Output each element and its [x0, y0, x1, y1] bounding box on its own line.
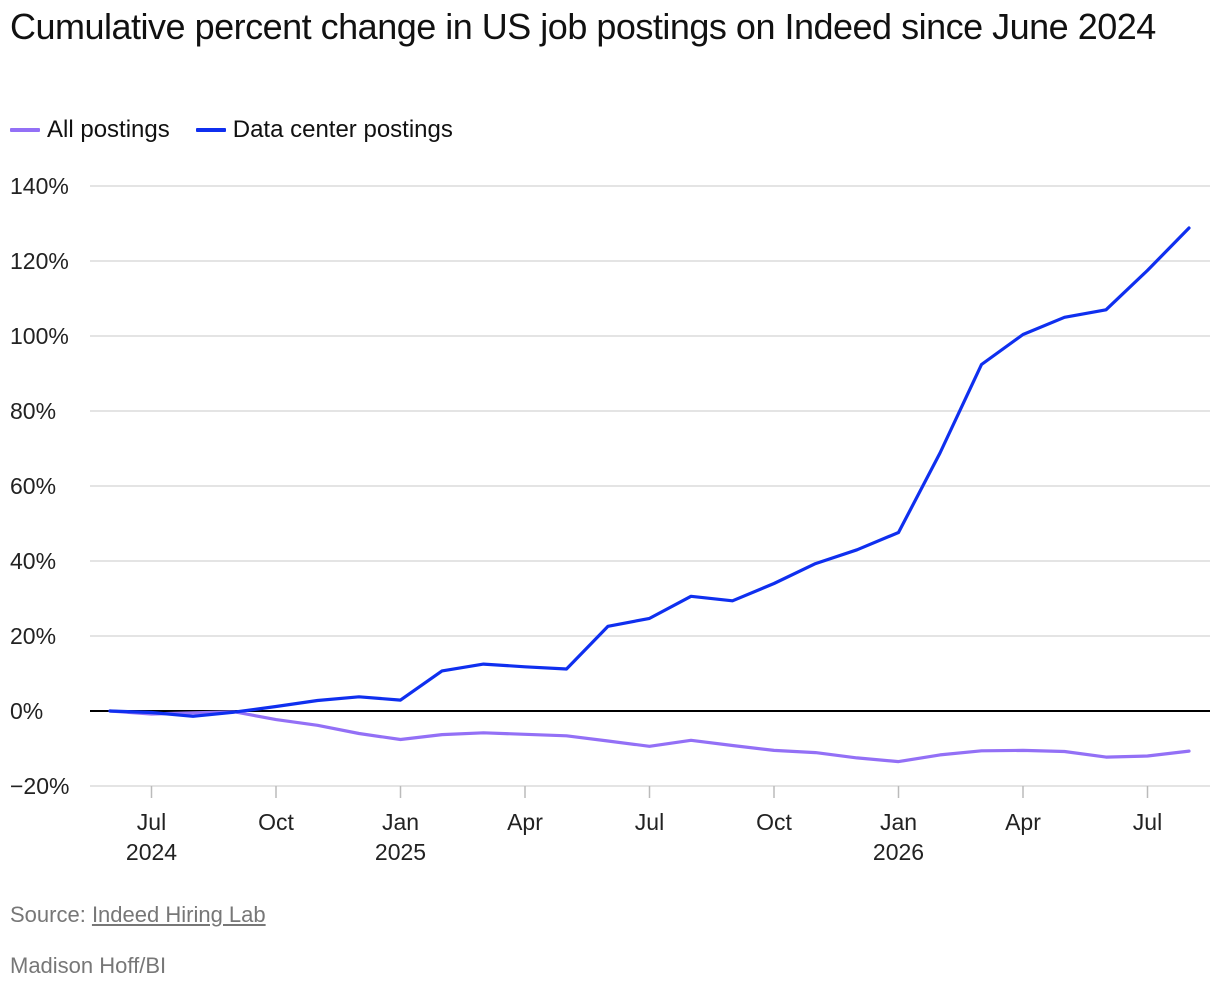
- legend-swatch-data-center-postings: [195, 128, 226, 132]
- legend-item-data-center-postings: Data center postings: [195, 116, 453, 144]
- x-tick-label-month: Jan: [880, 809, 917, 835]
- series-line-all-postings: [108, 709, 1191, 764]
- y-axis-ticks: 140% 120% 100% 80% 60% 40% 20% 0% −20%: [10, 173, 69, 799]
- series-lines: [108, 226, 1191, 764]
- legend-label-all-postings: All postings: [47, 116, 170, 143]
- line-chart: 140% 120% 100% 80% 60% 40% 20% 0% −20% Jul 2024 Oc…: [10, 173, 1210, 865]
- y-tick-label: 40%: [10, 548, 56, 574]
- legend: All postings Data center postings: [10, 116, 479, 144]
- grid: [90, 185, 1210, 787]
- chart-title: Cumulative percent change in US job post…: [10, 6, 1156, 47]
- series-line-data-center-postings: [108, 226, 1191, 718]
- y-tick-label: 80%: [10, 398, 56, 424]
- x-tick-label-month: Apr: [507, 809, 543, 835]
- x-tick-label-month: Apr: [1005, 809, 1041, 835]
- y-tick-label: 20%: [10, 623, 56, 649]
- x-tick-label-year: 2025: [375, 839, 426, 865]
- x-tick-label-month: Oct: [258, 809, 294, 835]
- x-tick-label-month: Oct: [756, 809, 792, 835]
- source-prefix: Source:: [10, 902, 92, 927]
- legend-item-all-postings: All postings: [10, 116, 170, 144]
- x-tick-label-year: 2024: [126, 839, 177, 865]
- y-tick-label: 120%: [10, 248, 69, 274]
- credit-line: Madison Hoff/BI: [10, 953, 167, 978]
- source-link[interactable]: Indeed Hiring Lab: [91, 902, 266, 927]
- x-axis-ticks: Jul 2024 Oct Jan 2025 Apr Jul Oct Jan 2026 Apr Jul: [126, 786, 1162, 865]
- y-tick-label: 0%: [10, 698, 43, 724]
- x-tick-label-year: 2026: [873, 839, 924, 865]
- y-tick-label: 60%: [10, 473, 56, 499]
- y-tick-label: 100%: [10, 323, 69, 349]
- source-note: Source: Indeed Hiring Lab: [10, 902, 266, 928]
- x-tick-label-month: Jan: [382, 809, 419, 835]
- y-tick-label: 140%: [10, 173, 69, 199]
- y-tick-label: −20%: [10, 773, 69, 799]
- legend-label-data-center-postings: Data center postings: [232, 116, 453, 143]
- legend-swatch-all-postings: [10, 128, 40, 132]
- x-tick-label-month: Jul: [137, 809, 166, 835]
- x-tick-label-month: Jul: [1133, 809, 1162, 835]
- x-tick-label-month: Jul: [635, 809, 664, 835]
